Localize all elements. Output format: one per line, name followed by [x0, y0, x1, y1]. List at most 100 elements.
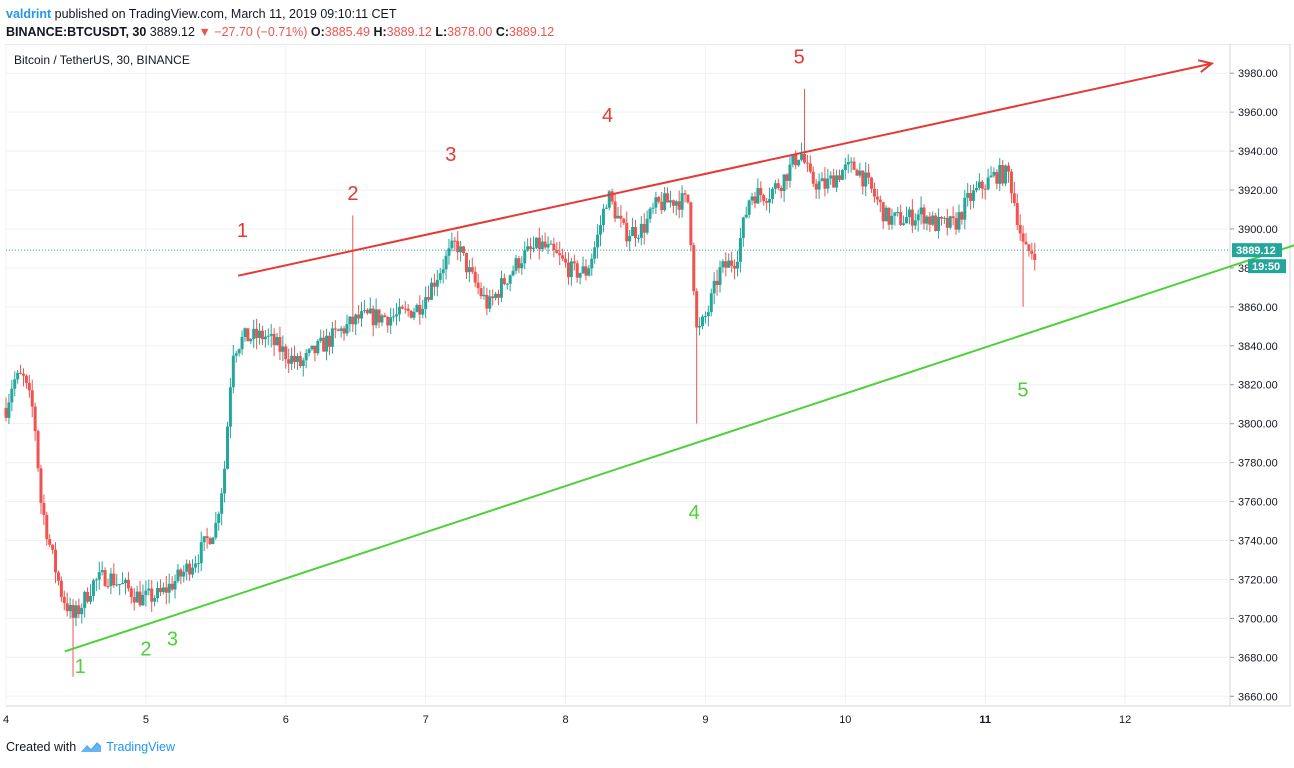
candle-body	[986, 177, 990, 190]
candle-body	[852, 161, 856, 170]
candle-body	[887, 207, 891, 225]
candle-body	[246, 328, 250, 342]
candle-body	[380, 315, 384, 323]
candle-body	[453, 240, 457, 242]
candle-body	[642, 223, 646, 233]
candle-body	[770, 188, 774, 199]
candle-body	[173, 581, 177, 590]
x-tick-label: 7	[423, 714, 429, 726]
candle-body	[896, 212, 900, 214]
candle-body	[103, 570, 107, 586]
candle-body	[797, 159, 801, 166]
candle-body	[768, 198, 772, 203]
candle-body	[631, 227, 635, 237]
candle-body	[683, 193, 687, 195]
author-name[interactable]: valdrint	[6, 7, 52, 21]
candle-body	[494, 293, 498, 299]
x-tick-label: 5	[143, 714, 149, 726]
candle-body	[374, 309, 378, 326]
candle-body	[132, 597, 136, 603]
candle-body	[651, 207, 655, 209]
candle-body	[692, 245, 696, 292]
candle-body	[980, 181, 984, 189]
time-axis[interactable]: 4 5 6 7 8 9 10 11 12	[3, 714, 1131, 726]
price-axis[interactable]: 3660.00 3680.00 3700.00 3720.00 3740.00 3760.…	[1230, 68, 1278, 703]
high-label: H:	[373, 25, 387, 39]
candle-body	[794, 154, 798, 166]
candle-body	[628, 236, 632, 242]
candle-body	[663, 193, 667, 211]
candle-body	[555, 250, 559, 254]
candle-body	[867, 172, 871, 178]
candle-body	[62, 596, 66, 604]
candle-body	[625, 222, 629, 242]
candle-body	[829, 175, 833, 179]
candle-body	[514, 258, 518, 271]
candle-body	[179, 569, 183, 577]
y-tick-label: 3800.00	[1238, 419, 1278, 431]
symbol-label: BINANCE:BTCUSDT, 30	[6, 25, 147, 39]
y-tick-label: 3980.00	[1238, 68, 1278, 80]
candle-body	[718, 267, 722, 286]
candle-body	[741, 217, 745, 238]
last-price-value: 3889.12	[149, 25, 195, 39]
candle-body	[607, 191, 611, 208]
candle-body	[753, 196, 757, 204]
candle-body	[395, 314, 399, 317]
candle-body	[1027, 244, 1031, 252]
candle-body	[680, 193, 684, 210]
candle-body	[992, 171, 996, 176]
candle-body	[698, 326, 702, 328]
candle-body	[1030, 251, 1034, 254]
candle-body	[170, 583, 174, 590]
candle-body	[322, 337, 326, 352]
candle-body	[438, 273, 442, 280]
candle-body	[660, 201, 664, 211]
candle-body	[511, 270, 515, 276]
candle-body	[939, 216, 943, 219]
candle-body	[121, 583, 125, 585]
candle-body	[905, 217, 909, 224]
candle-body	[613, 201, 617, 219]
red-wave-label: 3	[445, 144, 456, 166]
candle-body	[884, 207, 888, 222]
candle-body	[791, 154, 795, 165]
candle-body	[855, 169, 859, 176]
x-tick-label: 10	[839, 714, 851, 726]
candle-body	[811, 171, 815, 184]
trendlines[interactable]	[64, 59, 1294, 653]
candle-body	[476, 282, 480, 289]
candle-body	[464, 253, 468, 273]
candle-body	[823, 178, 827, 189]
y-tick-label: 3940.00	[1238, 146, 1278, 158]
candle-body	[951, 216, 955, 219]
candle-body	[467, 267, 471, 273]
y-tick-label: 3660.00	[1238, 691, 1278, 703]
candle-body	[648, 208, 652, 219]
candle-body	[715, 280, 719, 286]
candlestick-chart[interactable]: 3660.00 3680.00 3700.00 3720.00 3740.00 3760.…	[0, 44, 1294, 734]
candle-body	[196, 563, 200, 565]
candle-body	[123, 579, 127, 584]
candle-body	[805, 162, 809, 164]
candle-body	[39, 468, 43, 503]
candle-body	[916, 214, 920, 221]
tradingview-brand[interactable]: TradingView	[106, 740, 175, 754]
candle-body	[97, 572, 101, 580]
candle-body	[520, 263, 524, 269]
candle-body	[24, 375, 28, 383]
candle-body	[255, 328, 259, 339]
red-wave-label: 4	[602, 105, 613, 127]
candle-body	[298, 356, 302, 367]
candle-body	[1004, 165, 1008, 184]
candle-body	[89, 595, 93, 602]
candle-body	[488, 296, 492, 309]
candle-body	[21, 373, 25, 376]
candle-body	[333, 328, 337, 330]
red-wave-label: 5	[794, 46, 805, 68]
x-tick-label: 12	[1119, 714, 1131, 726]
candle-body	[537, 237, 541, 250]
candle-body	[80, 607, 84, 615]
y-tick-label: 3700.00	[1238, 613, 1278, 625]
candle-body	[759, 188, 763, 196]
